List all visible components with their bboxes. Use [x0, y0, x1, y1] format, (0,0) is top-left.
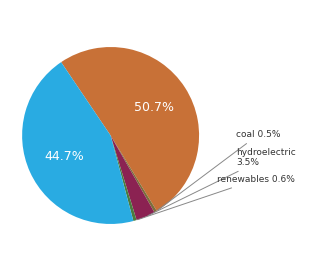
Wedge shape: [111, 136, 157, 212]
Wedge shape: [111, 136, 137, 221]
Text: coal 0.5%: coal 0.5%: [158, 130, 281, 210]
Text: renewables 0.6%: renewables 0.6%: [138, 175, 295, 220]
Wedge shape: [61, 47, 199, 211]
Text: hydroelectric
3.5%: hydroelectric 3.5%: [148, 148, 296, 215]
Wedge shape: [111, 136, 155, 220]
Text: 44.7%: 44.7%: [44, 150, 84, 163]
Text: 50.7%: 50.7%: [134, 101, 174, 114]
Wedge shape: [22, 62, 133, 224]
